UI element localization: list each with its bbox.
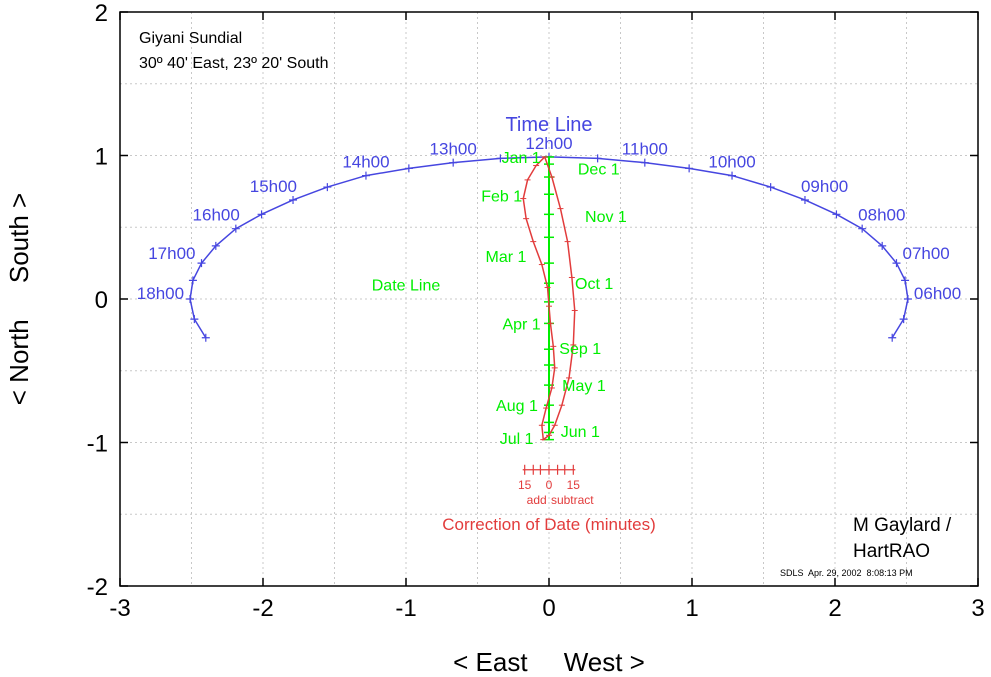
x-tick-label: 0 [542,595,555,622]
time-line-marker [800,195,809,204]
time-line-marker [361,171,370,180]
y-tick-label: 2 [95,0,108,27]
date-label: Jan 1 [502,150,541,167]
time-line-marker [257,210,266,219]
time-line-marker [289,195,298,204]
y-axis-title: < North South > [4,193,34,405]
time-line-marker [211,241,220,250]
chart-subtitle: 30º 40' East, 23º 20' South [139,55,328,72]
x-tick-label: 2 [828,595,841,622]
time-line-marker [888,333,897,342]
hour-label: 15h00 [250,177,297,196]
y-tick-label: 0 [95,287,108,314]
time-line-label: Time Line [505,114,592,136]
time-line-marker [892,259,901,268]
time-line-marker [640,158,649,167]
time-line-marker [878,241,887,250]
time-line-marker [728,171,737,180]
date-line-label: Date Line [372,277,441,294]
x-tick-label: -2 [252,595,273,622]
hour-label: 08h00 [858,206,905,225]
date-label: Jun 1 [561,424,600,441]
hour-label: 17h00 [148,244,195,263]
correction-tick-label: 15 [518,478,532,492]
time-line-marker [832,210,841,219]
date-label: Aug 1 [496,398,538,415]
hour-label: 11h00 [622,140,668,159]
hour-label: 14h00 [342,153,389,172]
time-line-marker [766,183,775,192]
hour-label: 07h00 [902,244,949,263]
hour-label: 06h00 [914,284,961,303]
date-label: Mar 1 [486,249,527,266]
time-line-marker [404,164,413,173]
correction-title: Correction of Date (minutes) [442,515,656,534]
date-label: Sep 1 [559,341,601,358]
x-tick-label: -3 [109,595,130,622]
author-credit-line1: M Gaylard / [853,515,952,536]
time-line-marker [903,295,912,303]
time-line-marker [201,333,210,342]
date-label: Dec 1 [578,161,620,178]
time-line-marker [858,224,867,233]
correction-tick-label: 15 [567,478,581,492]
hour-label: 18h00 [137,284,184,303]
date-label: May 1 [562,378,606,395]
time-line-marker [197,259,206,268]
analemma-curve [520,156,578,442]
time-line-marker [449,158,458,167]
hour-label: 09h00 [801,177,848,196]
time-line-marker [496,154,505,163]
time-line-marker [186,295,195,303]
hour-label: 10h00 [708,153,755,172]
author-credit-line2: HartRAO [853,541,930,562]
y-tick-label: 1 [95,144,108,171]
date-label: Apr 1 [502,316,540,333]
hour-label: 13h00 [430,140,477,159]
timestamp-stamp: SDLS Apr. 29, 2002 8:08:13 PM [780,568,913,578]
date-label: Jul 1 [500,431,534,448]
time-line-marker [593,154,602,163]
x-tick-label: -1 [395,595,416,622]
correction-add-label: add [527,493,547,507]
time-line-marker [188,276,197,285]
x-tick-label: 3 [971,595,984,622]
axis-ticks [119,11,979,587]
time-line-marker [231,224,240,233]
date-label: Oct 1 [575,276,613,293]
time-line-marker [685,164,694,173]
time-line-marker [190,315,199,324]
date-label: Nov 1 [585,209,627,226]
chart-title: Giyani Sundial [139,30,242,47]
time-line-marker [901,276,910,285]
hour-label: 16h00 [193,206,240,225]
time-line-marker [899,315,908,324]
y-tick-label: -2 [87,574,108,601]
correction-subtract-label: subtract [551,493,594,507]
hour-label: 12h00 [525,134,572,153]
x-tick-label: 1 [685,595,698,622]
date-label: Feb 1 [481,189,522,206]
chart-labels: 18h00 17h00 16h00 15h00 14h00 13h00 12h00 11h00… [137,114,961,448]
correction-tick-label: 0 [546,478,553,492]
x-axis-title: < East West > [453,647,645,677]
time-line-marker [323,183,332,192]
y-tick-label: -1 [87,431,108,458]
